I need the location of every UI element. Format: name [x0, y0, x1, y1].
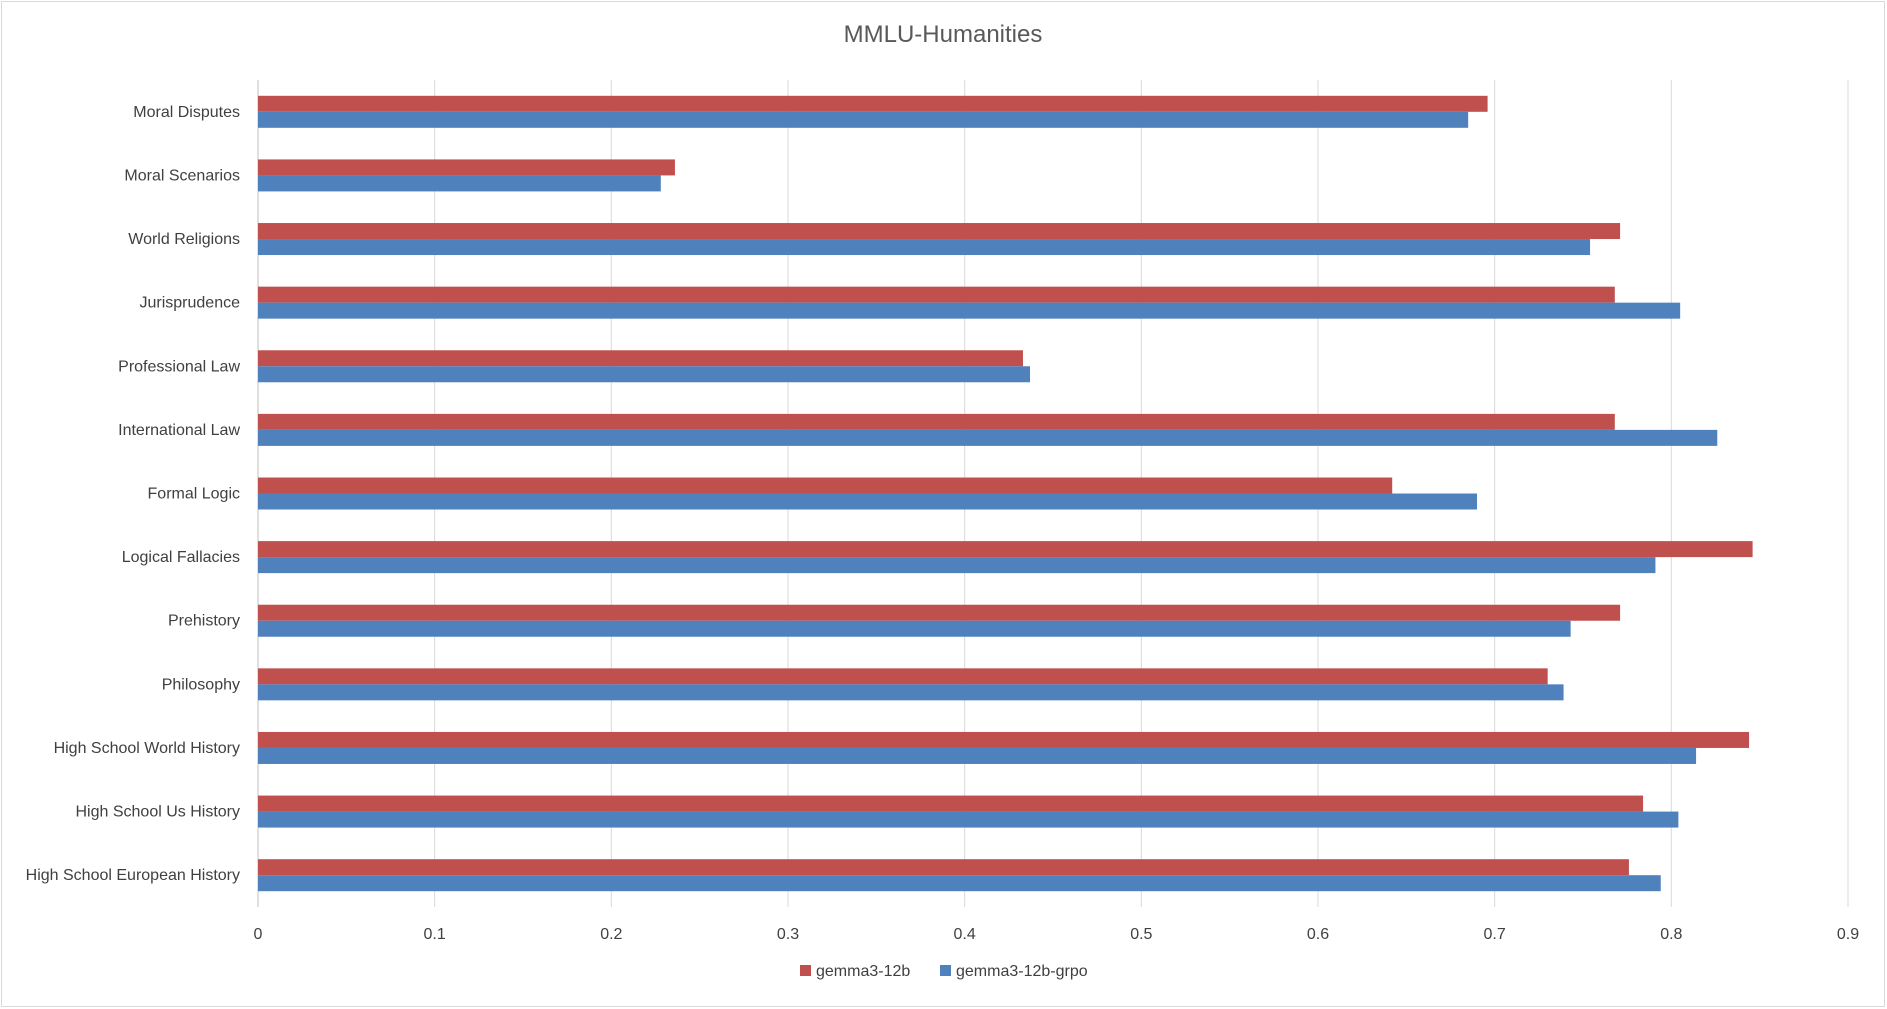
- x-tick-label: 0: [254, 926, 263, 943]
- bar-gemma3-12b-grpo: [258, 175, 661, 192]
- x-tick-labels: 0 0.1 0.2 0.3 0.4 0.5 0.6 0.7 0.8 0.9: [254, 926, 1860, 943]
- category-label: Formal Logic: [148, 486, 240, 503]
- category-label: International Law: [118, 422, 240, 439]
- legend-label: gemma3-12b: [816, 963, 910, 980]
- gridlines: [257, 80, 1849, 907]
- x-tick-label: 0.7: [1484, 926, 1506, 943]
- bar-gemma3-12b-grpo: [258, 366, 1031, 383]
- x-tick-label: 0.4: [954, 926, 976, 943]
- bar-gemma3-12b: [258, 350, 1023, 367]
- bar-gemma3-12b: [258, 795, 1644, 812]
- bar-gemma3-12b-grpo: [258, 684, 1564, 701]
- category-label: Logical Fallacies: [122, 549, 240, 566]
- legend-swatch: [940, 965, 951, 976]
- bar-gemma3-12b: [258, 413, 1615, 430]
- x-tick-label: 0.8: [1660, 926, 1682, 943]
- x-tick-label: 0.6: [1307, 926, 1329, 943]
- category-label: Moral Disputes: [133, 104, 240, 121]
- bar-gemma3-12b-grpo: [258, 493, 1477, 510]
- bar-gemma3-12b: [258, 159, 675, 176]
- category-label: Jurisprudence: [140, 295, 241, 312]
- bar-gemma3-12b: [258, 477, 1393, 494]
- category-labels: Moral Disputes Moral Scenarios World Relig…: [26, 104, 241, 884]
- bars: [258, 95, 1753, 892]
- category-label: High School European History: [26, 867, 240, 884]
- legend-label: gemma3-12b-grpo: [956, 963, 1088, 980]
- bar-gemma3-12b-grpo: [258, 811, 1679, 828]
- legend: gemma3-12b gemma3-12b-grpo: [800, 963, 1088, 980]
- bar-gemma3-12b: [258, 541, 1753, 558]
- bar-gemma3-12b: [258, 223, 1621, 240]
- category-label: Professional Law: [118, 358, 240, 375]
- x-tick-label: 0.1: [424, 926, 446, 943]
- bar-gemma3-12b-grpo: [258, 557, 1656, 574]
- category-label: High School Us History: [76, 804, 241, 821]
- bar-gemma3-12b: [258, 859, 1629, 876]
- bar-gemma3-12b: [258, 286, 1615, 303]
- bar-gemma3-12b-grpo: [258, 747, 1697, 764]
- category-label: Moral Scenarios: [124, 167, 240, 184]
- bar-gemma3-12b-grpo: [258, 429, 1718, 446]
- bar-gemma3-12b-grpo: [258, 620, 1571, 637]
- x-tick-label: 0.9: [1837, 926, 1859, 943]
- x-tick-label: 0.5: [1130, 926, 1152, 943]
- bar-gemma3-12b: [258, 668, 1548, 685]
- category-label: Philosophy: [162, 676, 240, 693]
- x-tick-label: 0.2: [600, 926, 622, 943]
- bar-gemma3-12b: [258, 604, 1621, 621]
- category-label: High School World History: [54, 740, 240, 757]
- legend-swatch: [800, 965, 811, 976]
- bar-gemma3-12b-grpo: [258, 111, 1469, 128]
- category-label: Prehistory: [168, 613, 240, 630]
- bar-gemma3-12b-grpo: [258, 302, 1681, 319]
- category-label: World Religions: [128, 231, 240, 248]
- bar-gemma3-12b-grpo: [258, 239, 1591, 256]
- bar-gemma3-12b: [258, 731, 1750, 748]
- bar-gemma3-12b-grpo: [258, 875, 1661, 892]
- chart-title: MMLU-Humanities: [844, 21, 1043, 48]
- x-tick-label: 0.3: [777, 926, 799, 943]
- bar-gemma3-12b: [258, 95, 1488, 112]
